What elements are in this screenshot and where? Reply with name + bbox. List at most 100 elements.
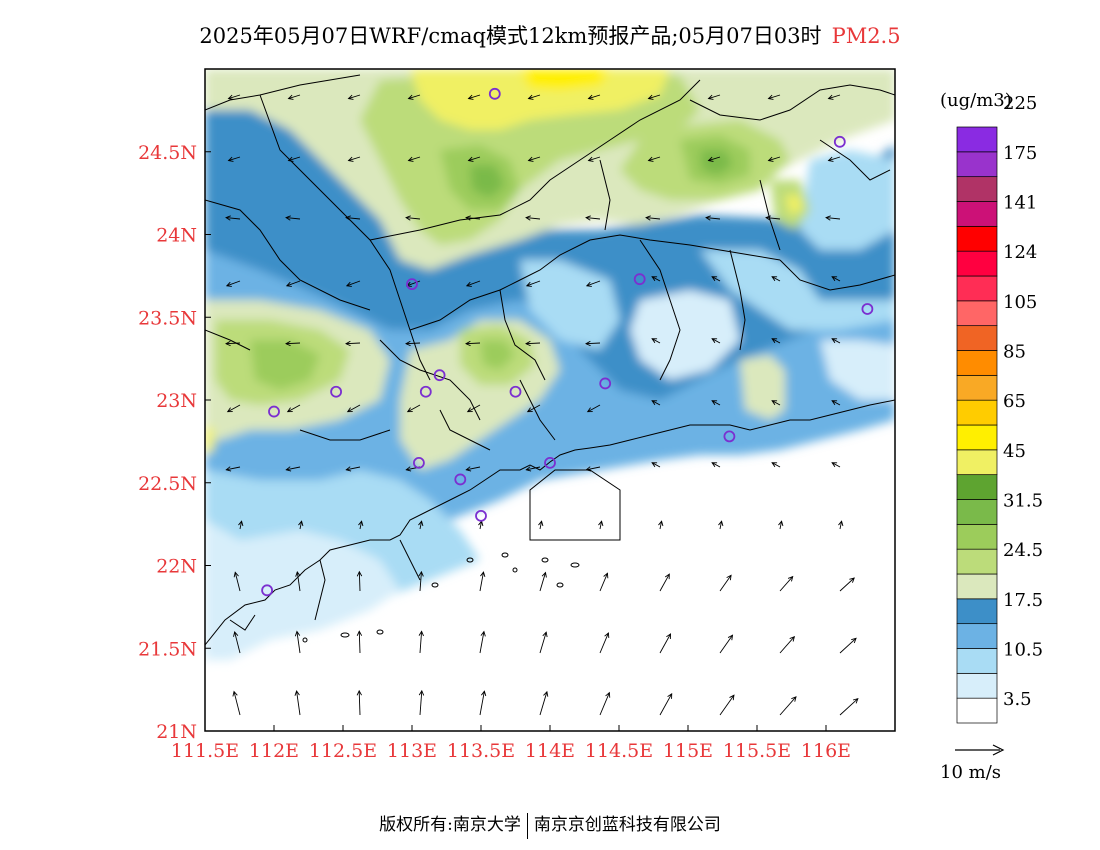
colorbar-swatch xyxy=(956,350,998,376)
wind-arrow-head-icon xyxy=(480,571,486,577)
wind-arrow xyxy=(348,94,361,99)
wind-arrow xyxy=(648,94,661,99)
station-marker-icon xyxy=(633,273,646,286)
colorbar-label: 225 xyxy=(1003,93,1037,114)
wind-arrow xyxy=(587,404,601,413)
wind-arrow xyxy=(526,280,541,287)
wind-arrow-head-icon xyxy=(527,94,534,100)
colorbar-swatch xyxy=(956,648,998,674)
wind-arrow xyxy=(779,636,795,654)
wind-arrow-head-icon xyxy=(356,689,362,696)
wind-arrow-head-icon xyxy=(542,631,548,638)
wind-arrow-head-icon xyxy=(225,215,231,221)
wind-arrow xyxy=(348,156,361,161)
wind-arrow-head-icon xyxy=(465,215,471,221)
wind-arrow-head-icon xyxy=(227,156,234,162)
islands xyxy=(302,552,580,643)
wind-arrow-head-icon xyxy=(658,520,664,527)
wind-arrow xyxy=(831,338,841,344)
wind-arrow-head-icon xyxy=(831,400,838,406)
wind-arrow xyxy=(831,400,841,406)
colorbar-label: 3.5 xyxy=(1003,689,1032,710)
wind-arrow xyxy=(227,404,241,413)
wind-arrow-head-icon xyxy=(541,571,547,578)
wind-arrow xyxy=(659,633,671,654)
wind-arrow-head-icon xyxy=(405,215,411,221)
wind-reference-arrow-head-icon xyxy=(992,744,1005,756)
wind-arrow-head-icon xyxy=(598,520,604,527)
station-marker-icon xyxy=(599,377,612,390)
wind-arrow-head-icon xyxy=(711,276,718,282)
colorbar-swatch xyxy=(956,374,998,401)
wind-arrow-head-icon xyxy=(405,466,412,472)
wind-arrow-head-icon xyxy=(787,575,794,582)
wind-arrow xyxy=(225,342,241,345)
wind-arrow-head-icon xyxy=(345,466,352,472)
x-tick-label: 115E xyxy=(663,740,713,762)
wind-arrow xyxy=(288,156,301,161)
wind-arrow-head-icon xyxy=(226,407,233,413)
wind-arrow xyxy=(346,466,361,471)
wind-arrow xyxy=(226,217,241,220)
colorbar-swatch xyxy=(956,399,998,426)
colorbar-swatch xyxy=(956,201,998,227)
wind-arrow-head-icon xyxy=(586,407,593,413)
station-marker-icon xyxy=(412,456,425,469)
station-marker-icon xyxy=(261,584,274,597)
wind-arrow xyxy=(288,94,301,99)
wind-arrow-head-icon xyxy=(233,630,239,637)
title-pollutant: PM2.5 xyxy=(831,24,901,48)
wind-arrow-head-icon xyxy=(285,215,291,221)
wind-arrow-head-icon xyxy=(225,466,232,472)
wind-arrow-head-icon xyxy=(358,520,364,527)
wind-arrow xyxy=(659,693,673,716)
y-tick-label: 21N xyxy=(156,721,197,743)
wind-arrow-head-icon xyxy=(603,572,609,579)
wind-arrow xyxy=(588,156,601,161)
wind-arrow xyxy=(468,94,481,99)
wind-arrow xyxy=(233,691,241,716)
colorbar-swatch xyxy=(956,449,998,476)
x-tick-label: 116E xyxy=(801,740,851,762)
y-tick-label: 21.5N xyxy=(138,638,197,660)
wind-arrow xyxy=(539,572,546,592)
wind-arrow xyxy=(419,631,423,654)
wind-arrow xyxy=(296,571,301,592)
wind-arrow-head-icon xyxy=(711,338,718,344)
wind-arrow xyxy=(296,690,301,716)
wind-arrow-head-icon xyxy=(405,340,411,347)
colorbar-swatch xyxy=(956,697,998,724)
wind-arrow-head-icon xyxy=(347,94,354,100)
wind-arrow-head-icon xyxy=(585,215,591,221)
colorbar-swatch xyxy=(956,424,998,451)
colorbar-label: 124 xyxy=(1003,242,1037,263)
wind-arrow xyxy=(708,94,721,99)
wind-arrow-head-icon xyxy=(585,340,591,347)
wind-arrow-head-icon xyxy=(718,520,724,527)
y-tick-label: 22.5N xyxy=(138,473,197,495)
wind-arrow xyxy=(651,400,661,406)
colorbar-label: 17.5 xyxy=(1003,590,1043,611)
wind-arrow-head-icon xyxy=(527,156,534,162)
wind-arrow-head-icon xyxy=(407,156,414,162)
colorbar-swatch xyxy=(956,474,998,500)
colorbar-label: 31.5 xyxy=(1003,491,1043,512)
x-tick-label: 111.5E xyxy=(171,740,239,762)
wind-arrow-head-icon xyxy=(666,633,672,640)
wind-arrow xyxy=(768,94,781,99)
wind-arrow xyxy=(286,217,301,220)
station-marker-icon xyxy=(861,303,874,315)
wind-arrow-head-icon xyxy=(771,400,778,406)
wind-arrow-head-icon xyxy=(356,630,363,637)
wind-arrow-head-icon xyxy=(286,407,293,413)
wind-arrow xyxy=(711,400,721,406)
colorbar-swatch xyxy=(956,250,998,277)
wind-arrow xyxy=(599,692,610,716)
wind-arrow xyxy=(839,698,859,716)
wind-arrow-head-icon xyxy=(771,462,778,468)
wind-arrow xyxy=(599,573,608,592)
wind-arrow xyxy=(659,521,663,530)
station-marker-icon xyxy=(509,385,522,398)
wind-arrow xyxy=(359,521,363,530)
wind-arrow-head-icon xyxy=(587,94,594,100)
